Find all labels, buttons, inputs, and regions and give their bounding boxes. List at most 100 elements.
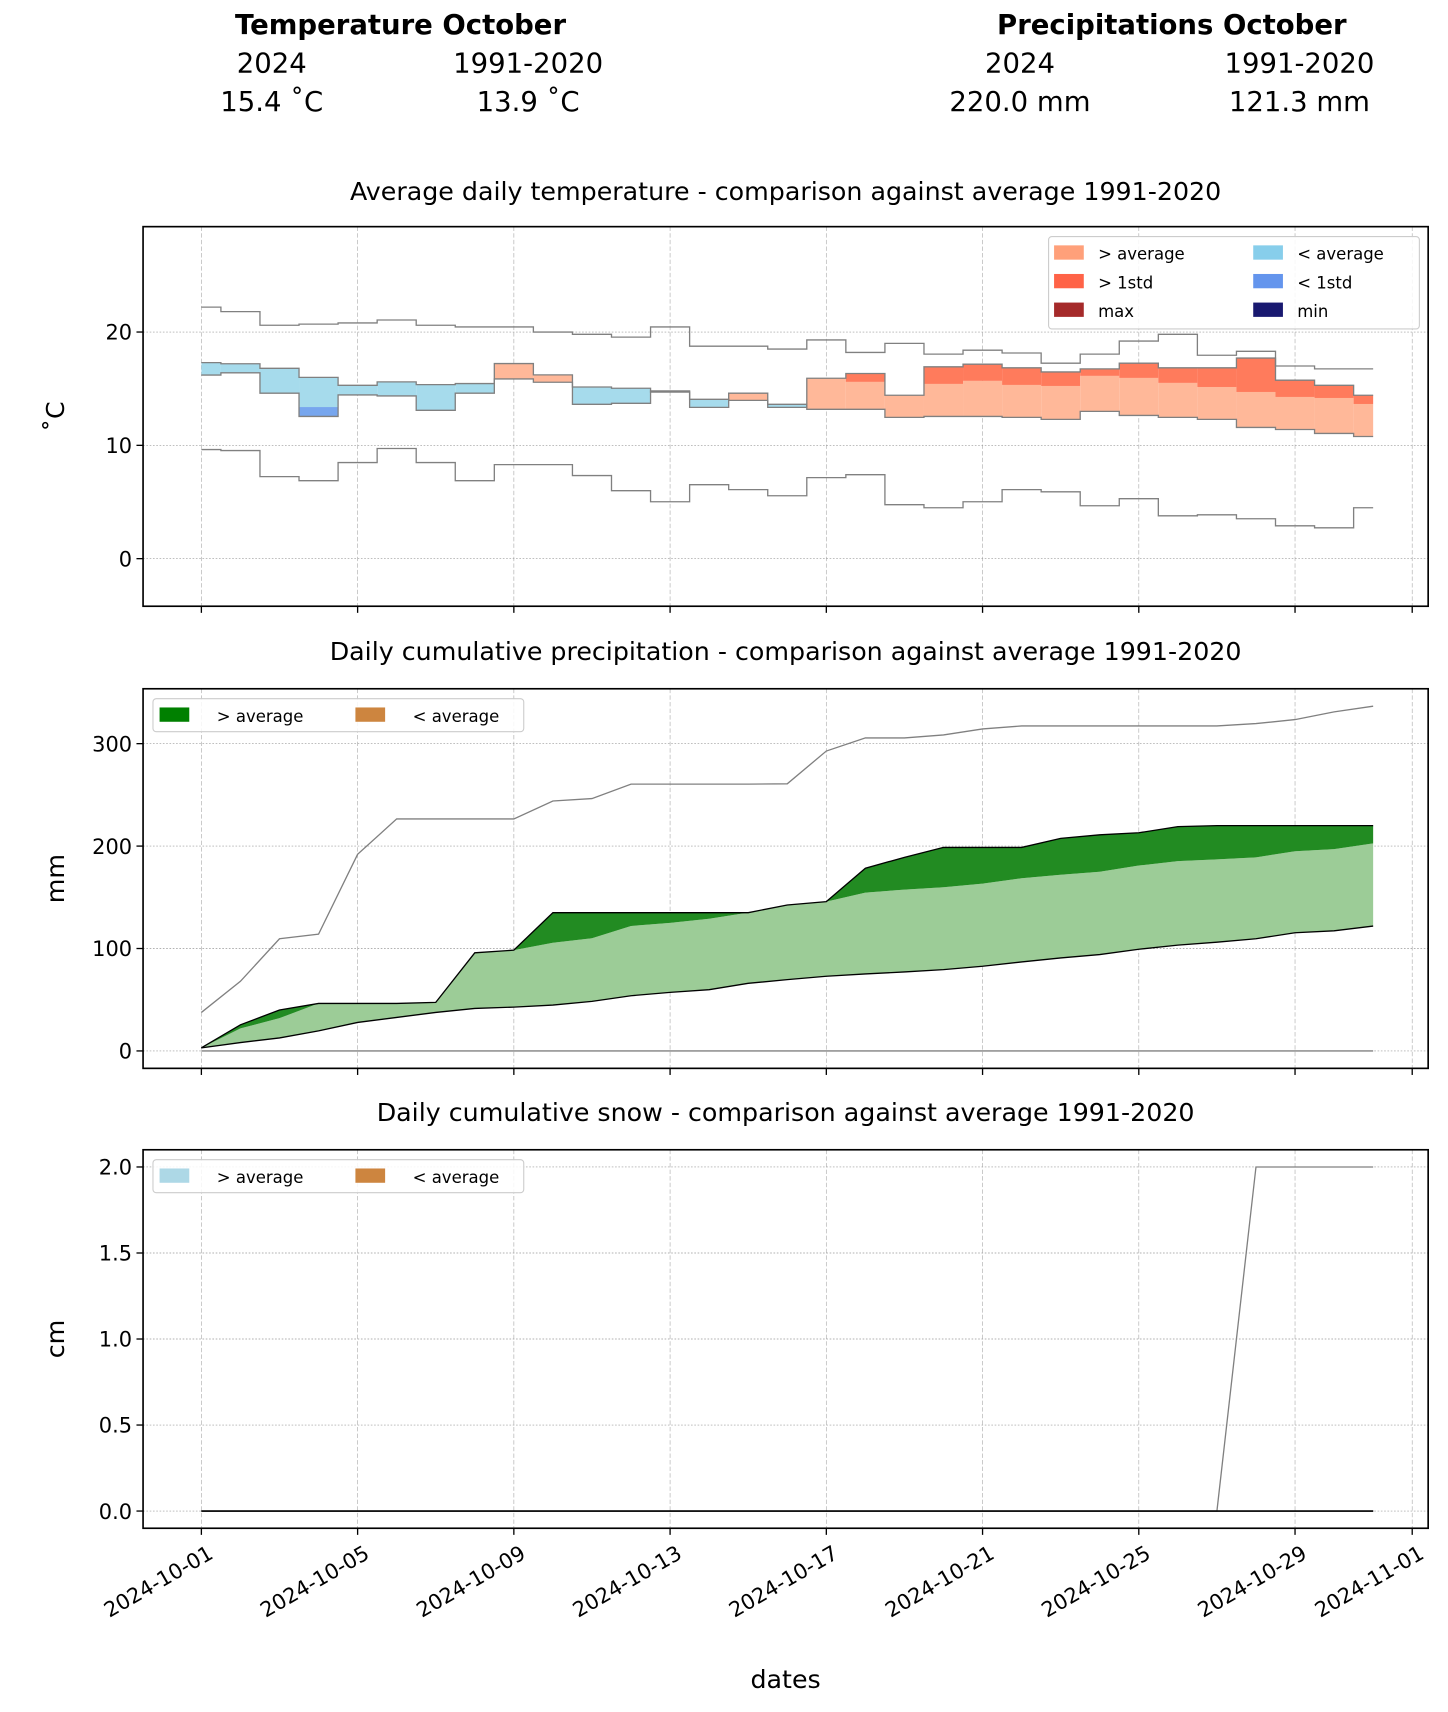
legend-label: < average [413,707,500,726]
max-line [200,705,1374,1013]
below-average-bar [572,386,612,405]
legend-label: max [1098,302,1134,321]
legend-box [152,698,525,733]
y-tick-label: 100 [92,937,132,961]
below-average-bar [220,363,260,373]
above-1std-bar [1119,363,1159,378]
min-line [201,447,1374,529]
legend-label: > average [1098,245,1185,264]
chart-title: Average daily temperature - comparison a… [350,177,1221,206]
above-average-bar [1002,384,1042,418]
above-1std-bar [1080,368,1120,376]
legend-label: < average [1297,245,1384,264]
above-average-bar [884,395,924,418]
x-tick-label: 2024-10-21 [881,1541,998,1622]
below-average-bar [338,385,378,395]
temperature-col-ref: 1991-2020 [453,48,603,80]
y-tick-label: 0 [119,547,132,571]
line-2024 [201,824,1374,1049]
above-average-bar [728,393,768,401]
x-tick-label: 2024-11-01 [1311,1541,1428,1622]
y-tick-label: 300 [92,732,132,756]
y-axis-label: ˚C [41,401,70,431]
chart-panel-2: Daily cumulative precipitation - compari… [41,637,1429,1075]
above-average-bar [1275,396,1315,430]
x-tick-label: 2024-10-09 [412,1541,529,1622]
above-average-bar [533,374,573,383]
precipitation-value-ref: 121.3 mm [1229,86,1370,118]
above-average-bar [1119,377,1159,416]
legend-label: < average [413,1168,500,1187]
above-average-bar [1158,382,1198,418]
below-1std-bar [299,407,339,417]
above-average-bar [1236,391,1276,428]
above-1std-bar [963,364,1003,381]
above-average-bar [1041,385,1081,420]
below-average-bar [611,388,651,404]
below-average-bar [377,381,417,396]
above-1std-bar [1236,358,1276,392]
legend-label: > average [217,707,304,726]
precipitation-col-2024: 2024 [985,48,1055,80]
y-axis-label: mm [41,854,70,903]
x-tick-label: 2024-10-13 [569,1541,686,1622]
legend-box [152,1159,525,1194]
x-tick-label: 2024-10-05 [256,1541,373,1622]
y-tick-label: 1.0 [99,1328,132,1352]
x-tick-label: 2024-10-17 [725,1541,842,1622]
axes-frame [142,687,1429,1070]
y-tick-label: 0 [119,1040,132,1064]
above-1std-bar [923,366,964,384]
chart-panel-1: Average daily temperature - comparison a… [41,177,1429,613]
below-average-bar [689,399,729,408]
legend: > average < average > 1std < 1std max min [1048,236,1420,330]
temperature-value-ref: 13.9 ˚C [477,86,580,118]
legend-swatch [159,1168,190,1183]
x-tick-label: 2024-10-01 [100,1541,217,1622]
above-1std-bar [1275,380,1315,397]
chart-title: Daily cumulative precipitation - compari… [330,637,1242,666]
above-average-bar [845,381,885,410]
x-tick-label: 2024-10-29 [1194,1541,1311,1622]
x-tick-label: 2024-10-25 [1037,1541,1154,1622]
below-average-bar [259,368,300,394]
chart-title: Daily cumulative snow - comparison again… [377,1098,1195,1127]
legend: > average < average [152,698,525,733]
legend-swatch [1253,245,1283,260]
below-average-bar [416,384,456,411]
below-average-bar [767,404,807,408]
average-line [201,925,1374,1049]
above-1std-bar [1158,367,1198,383]
y-tick-label: 0.5 [99,1414,132,1438]
temperature-summary-title: Temperature October [235,9,566,41]
y-tick-label: 20 [105,321,132,345]
chart-panel-3: Daily cumulative snow - comparison again… [41,1098,1429,1622]
y-tick-label: 2.0 [99,1156,132,1180]
line-2024 [201,357,1374,418]
legend-label: < 1std [1297,273,1352,292]
x-axis-label: dates [750,1665,820,1694]
legend-box [1048,236,1420,330]
legend-swatch [1054,302,1084,317]
above-average-bar [1314,397,1354,434]
legend-swatch [159,707,190,722]
above-average-bar [963,380,1003,417]
above-average-bar [494,363,534,379]
precipitation-col-ref: 1991-2020 [1224,48,1374,80]
above-average-bar [923,383,964,417]
above-1std-bar [1041,371,1081,386]
legend-label: > average [217,1168,304,1187]
legend-swatch [1054,245,1084,260]
legend-swatch [355,1168,386,1183]
above-average-bar [806,378,846,410]
summary-header: Temperature October 2024 1991-2020 15.4 … [220,9,1374,118]
below-average-bar [299,377,339,408]
y-axis-label: cm [41,1320,70,1359]
legend-swatch [1054,273,1084,289]
above-1std-area [201,825,1374,1048]
legend-swatch [1253,302,1283,317]
temperature-col-2024: 2024 [237,48,307,80]
above-average-bar [1080,375,1120,412]
below-average-bar [455,383,495,394]
